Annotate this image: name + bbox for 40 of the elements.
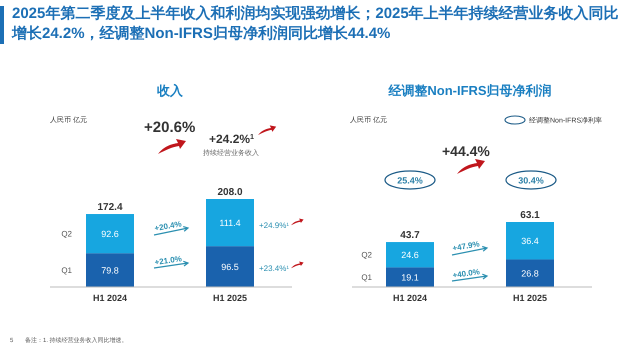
total-label: 43.7 bbox=[400, 230, 420, 242]
data-label: 92.6 bbox=[101, 229, 119, 240]
data-label: 26.8 bbox=[521, 268, 539, 279]
bar bbox=[386, 242, 434, 268]
data-label: 19.1 bbox=[401, 272, 419, 283]
bar bbox=[86, 214, 134, 254]
data-label: 24.6 bbox=[401, 250, 419, 260]
data-label: 79.8 bbox=[101, 266, 119, 276]
x-tick-label: H1 2024 bbox=[392, 293, 428, 303]
text: 30.4% bbox=[518, 176, 544, 186]
text: 25.4% bbox=[397, 176, 423, 186]
x-tick-label: H1 2025 bbox=[512, 293, 548, 303]
bar bbox=[386, 267, 434, 287]
annotation: +21.0% bbox=[154, 254, 182, 267]
total-label: 208.0 bbox=[217, 187, 243, 198]
bar bbox=[506, 259, 554, 287]
annotation: +20.4% bbox=[154, 219, 182, 233]
series-label: Q1 bbox=[361, 273, 373, 282]
bar bbox=[206, 199, 254, 246]
data-label: 96.5 bbox=[221, 262, 239, 272]
series-label: Q2 bbox=[61, 230, 73, 239]
annotation: +40.0% bbox=[452, 267, 480, 280]
annotation: +47.9% bbox=[452, 239, 480, 253]
data-label: 111.4 bbox=[219, 218, 241, 228]
text: +24.2%$^{1}$ bbox=[209, 132, 254, 146]
text: 2025年第二季度及上半年收入和利润均实现强劲增长；2025年上半年持续经营业务收入同比增长24.2%，经调整Non-IFRS归母净利润同比增长44.4% bbox=[12, 4, 620, 44]
chart-title: 收入 bbox=[157, 83, 184, 98]
x-tick-label: H1 2025 bbox=[212, 293, 248, 303]
total-label: 63.1 bbox=[520, 210, 540, 221]
text: +44.4% bbox=[442, 143, 490, 159]
chart-title: 经调整Non-IFRS归母净利润 bbox=[387, 83, 552, 98]
total-label: 172.4 bbox=[97, 202, 123, 214]
series-label: Q2 bbox=[361, 250, 373, 260]
bar bbox=[206, 246, 254, 287]
x-tick-label: H1 2024 bbox=[92, 293, 128, 303]
data-label: 36.4 bbox=[521, 236, 539, 246]
text: +20.6% bbox=[144, 119, 196, 136]
series-label: Q1 bbox=[61, 266, 73, 276]
bar bbox=[506, 222, 554, 260]
bar bbox=[86, 253, 134, 287]
